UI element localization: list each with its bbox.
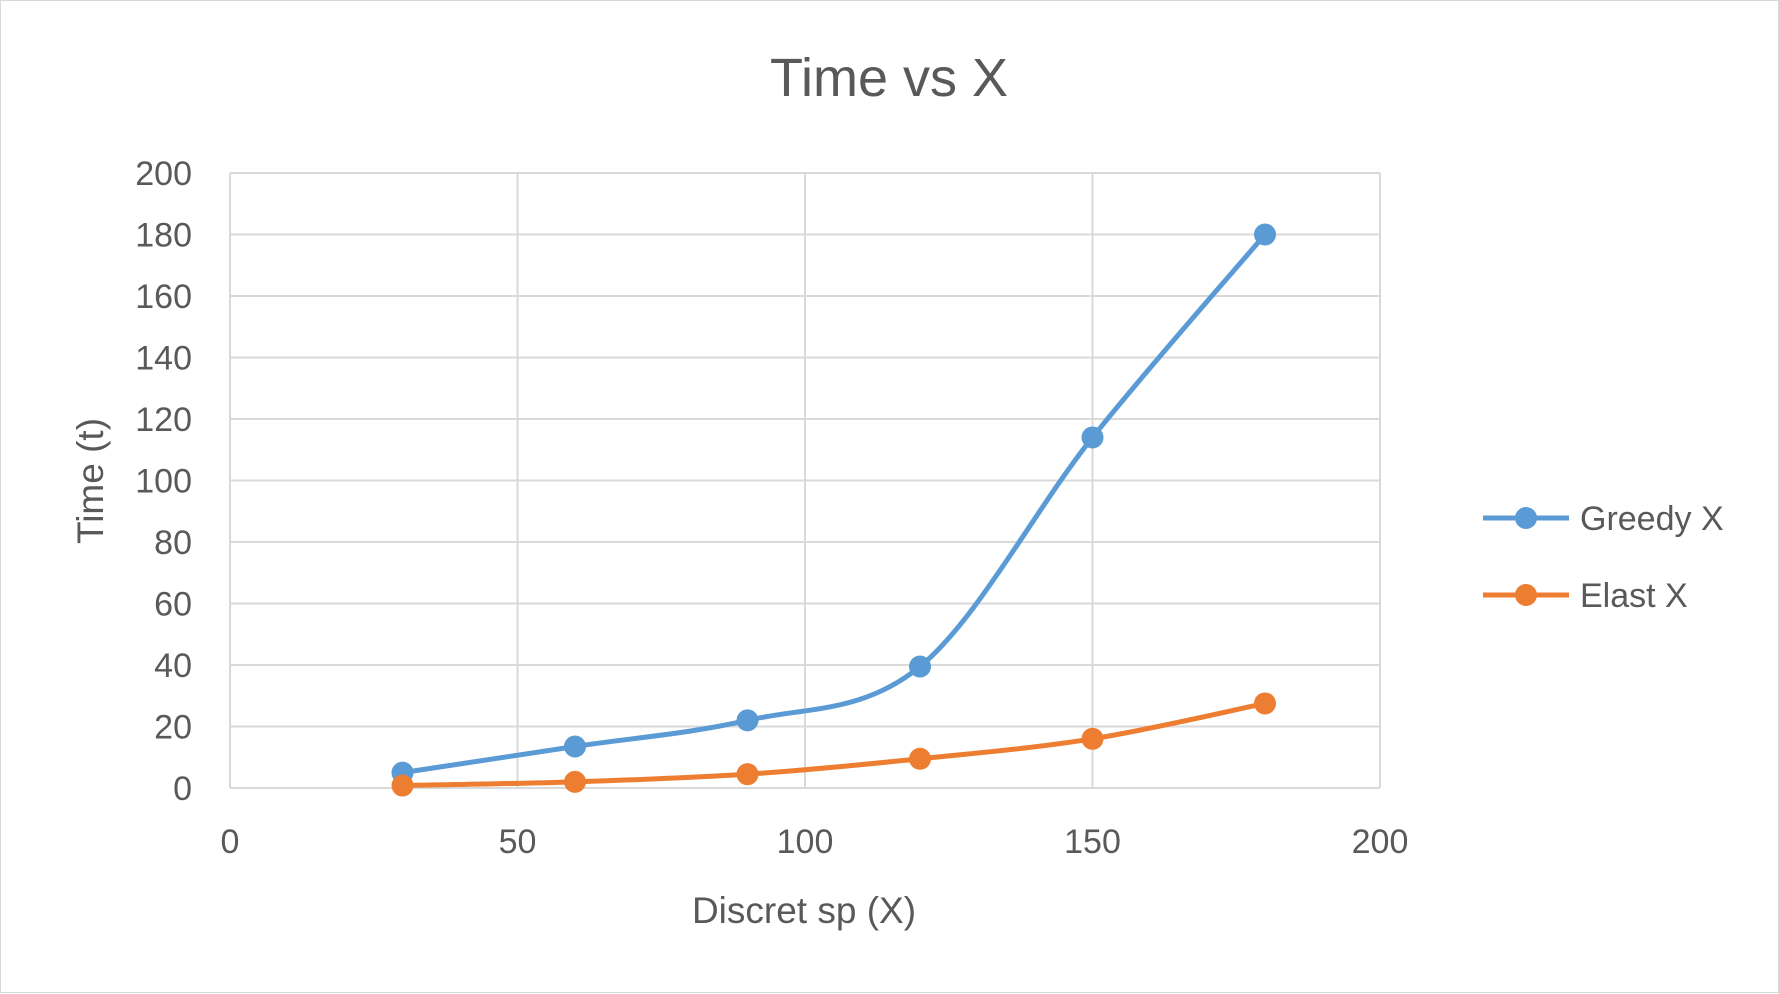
- data-series: [391, 223, 1276, 797]
- legend-label: Greedy X: [1580, 500, 1724, 538]
- y-tick-label: 160: [135, 278, 192, 316]
- data-point[interactable]: [909, 747, 931, 770]
- y-tick-label: 20: [154, 709, 192, 747]
- chart-title: Time vs X: [770, 48, 1008, 108]
- tick-labels: 0 20 40 60 80 100 120 140 160 180 200 0 50 100 150 200: [135, 155, 1408, 861]
- data-point[interactable]: [1254, 223, 1276, 246]
- data-point[interactable]: [1081, 727, 1104, 750]
- data-point[interactable]: [564, 770, 586, 793]
- y-tick-label: 80: [154, 524, 192, 562]
- y-axis-title: Time (t): [70, 418, 111, 544]
- y-tick-label: 200: [135, 155, 192, 193]
- series-elast-x: [391, 692, 1276, 797]
- legend-dot-marker: [1515, 507, 1537, 529]
- legend-entry[interactable]: Greedy X: [1483, 500, 1724, 538]
- data-point[interactable]: [1254, 692, 1276, 715]
- gridlines: [229, 172, 1381, 789]
- x-axis-title: Discret sp (X): [692, 890, 916, 931]
- y-tick-label: 60: [154, 586, 192, 624]
- x-tick-label: 150: [1064, 823, 1121, 861]
- y-tick-label: 180: [135, 217, 192, 255]
- data-point[interactable]: [391, 774, 414, 797]
- y-tick-label: 0: [173, 770, 192, 808]
- data-point[interactable]: [736, 709, 759, 732]
- legend[interactable]: Greedy X Elast X: [1483, 500, 1724, 615]
- data-point[interactable]: [564, 735, 586, 758]
- x-tick-label: 0: [221, 823, 240, 861]
- series-line: [400, 232, 1268, 776]
- series-line: [400, 700, 1268, 789]
- x-tick-label: 200: [1352, 823, 1409, 861]
- data-point[interactable]: [909, 655, 931, 678]
- y-tick-label: 100: [135, 463, 192, 501]
- legend-entry[interactable]: Elast X: [1483, 577, 1688, 615]
- data-point[interactable]: [736, 763, 759, 786]
- legend-label: Elast X: [1580, 577, 1688, 615]
- y-tick-label: 40: [154, 647, 192, 685]
- x-tick-label: 50: [499, 823, 537, 861]
- legend-dot-marker: [1515, 584, 1537, 606]
- series-greedy-x: [391, 223, 1276, 784]
- y-tick-label: 120: [135, 401, 192, 439]
- y-tick-label: 140: [135, 340, 192, 378]
- data-point[interactable]: [1081, 426, 1104, 449]
- x-tick-label: 100: [777, 823, 834, 861]
